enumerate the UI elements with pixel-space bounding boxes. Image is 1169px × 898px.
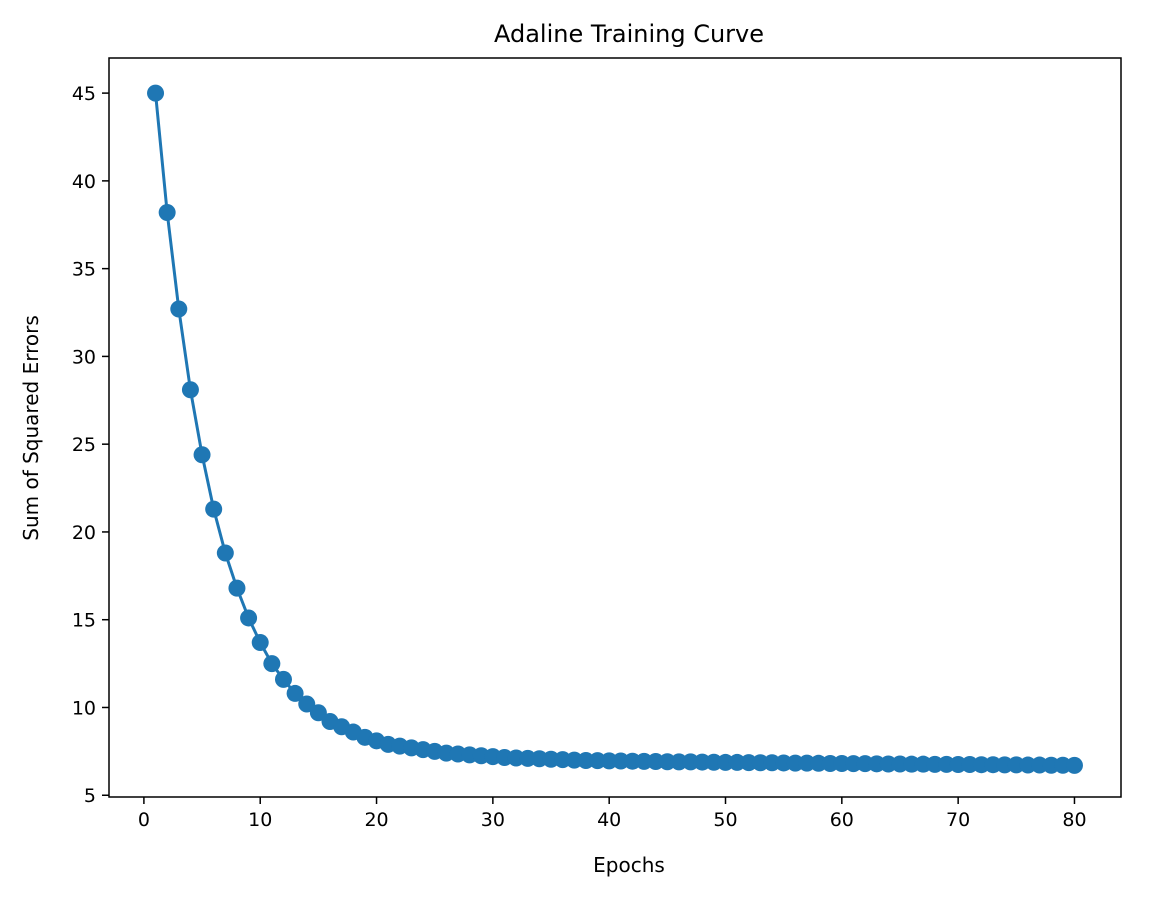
data-point <box>205 500 223 518</box>
data-point <box>717 753 735 771</box>
x-tick-label: 0 <box>138 809 150 831</box>
data-point <box>903 755 921 773</box>
data-point <box>972 756 990 774</box>
x-tick-label: 30 <box>481 809 505 831</box>
chart-title: Adaline Training Curve <box>494 20 764 48</box>
y-tick-label: 35 <box>72 259 96 281</box>
data-point <box>879 755 897 773</box>
series-line <box>154 92 1075 767</box>
data-point <box>844 755 862 773</box>
data-point <box>274 670 292 688</box>
data-point <box>170 300 188 318</box>
data-point <box>263 655 281 673</box>
x-tick-label: 40 <box>597 809 621 831</box>
x-tick-label: 50 <box>713 809 737 831</box>
data-point <box>181 381 199 399</box>
y-tick-label: 5 <box>84 785 96 807</box>
data-point <box>298 695 316 713</box>
y-tick-label: 30 <box>72 346 96 368</box>
axes: 0 10 20 30 40 50 60 70 80 5 10 15 20 25 30 35 40 45 <box>72 57 1122 831</box>
data-point <box>1065 756 1083 774</box>
plot-area <box>147 84 1083 774</box>
x-tick-label: 80 <box>1062 809 1086 831</box>
y-tick-label: 25 <box>72 434 96 456</box>
data-point <box>228 579 246 597</box>
data-point <box>1042 756 1060 774</box>
y-tick-label: 10 <box>72 697 96 719</box>
data-point <box>216 544 234 562</box>
data-point <box>193 446 211 464</box>
y-tick-label: 20 <box>72 522 96 544</box>
data-point <box>786 754 804 772</box>
data-point <box>147 84 165 102</box>
data-point <box>1019 756 1037 774</box>
y-tick-label: 45 <box>72 83 96 105</box>
x-tick-label: 20 <box>364 809 388 831</box>
x-tick-label: 10 <box>248 809 272 831</box>
y-axis-title: Sum of Squared Errors <box>19 315 43 540</box>
x-tick-label: 60 <box>830 809 854 831</box>
data-point <box>251 634 269 652</box>
y-tick-label: 15 <box>72 610 96 632</box>
y-tick-label: 40 <box>72 171 96 193</box>
x-axis-title: Epochs <box>593 853 665 877</box>
data-point <box>821 754 839 772</box>
data-point <box>996 756 1014 774</box>
data-point <box>949 756 967 774</box>
data-point <box>309 704 327 722</box>
data-point <box>240 609 258 627</box>
data-point <box>670 753 688 771</box>
x-tick-label: 70 <box>946 809 970 831</box>
data-point <box>286 684 304 702</box>
data-point <box>751 754 769 772</box>
data-point <box>158 203 176 221</box>
data-point <box>926 755 944 773</box>
plot-frame <box>108 57 1122 798</box>
